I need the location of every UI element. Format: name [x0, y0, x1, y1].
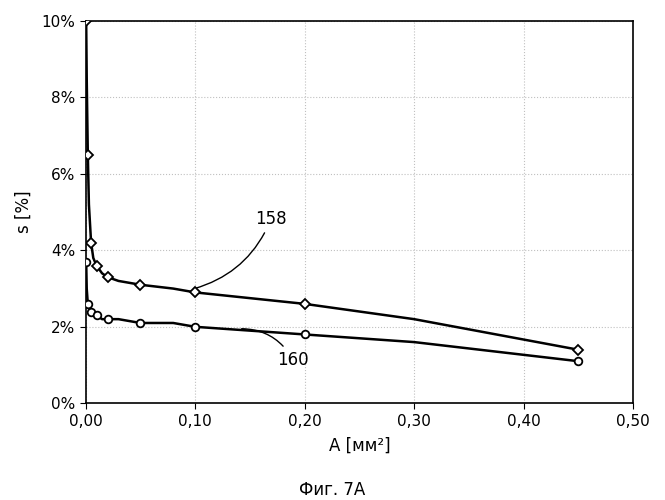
X-axis label: A [мм²]: A [мм²] — [329, 437, 390, 455]
Text: Фиг. 7A: Фиг. 7A — [299, 481, 366, 499]
Text: 160: 160 — [241, 328, 309, 369]
Text: 158: 158 — [195, 210, 287, 288]
Y-axis label: s [%]: s [%] — [15, 191, 33, 234]
